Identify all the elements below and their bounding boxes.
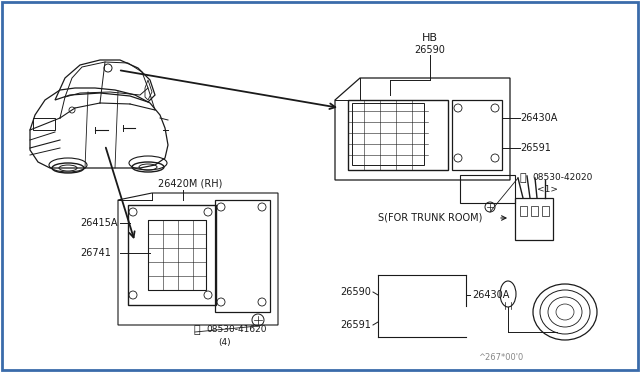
Bar: [531, 206, 538, 216]
Bar: [452, 100, 502, 170]
Text: 26741: 26741: [80, 248, 111, 258]
Bar: [520, 206, 527, 216]
Bar: [128, 205, 216, 305]
Text: 26415A: 26415A: [80, 218, 118, 228]
Bar: [215, 200, 270, 312]
Text: 26591: 26591: [340, 320, 371, 330]
Text: <1>: <1>: [537, 186, 558, 195]
Text: 26420M (RH): 26420M (RH): [158, 178, 222, 188]
Text: 26430A: 26430A: [472, 290, 509, 300]
Bar: [460, 175, 515, 203]
Bar: [148, 220, 206, 290]
Bar: [33, 118, 55, 130]
Text: (4): (4): [218, 337, 230, 346]
Text: 26590: 26590: [340, 287, 371, 297]
Text: 26430A: 26430A: [520, 113, 557, 123]
Text: HB: HB: [422, 33, 438, 43]
Bar: [542, 206, 549, 216]
Bar: [515, 198, 553, 240]
Text: 08530-42020: 08530-42020: [532, 173, 593, 183]
Text: 08530-41620: 08530-41620: [206, 326, 266, 334]
Text: ^267*00'0: ^267*00'0: [478, 353, 524, 362]
Text: S(FOR TRUNK ROOM): S(FOR TRUNK ROOM): [378, 213, 483, 223]
Text: Ⓢ: Ⓢ: [194, 325, 200, 335]
Bar: [352, 103, 424, 165]
Text: 26590: 26590: [415, 45, 445, 55]
Text: Ⓢ: Ⓢ: [520, 173, 527, 183]
Text: 26591: 26591: [520, 143, 551, 153]
Bar: [348, 100, 448, 170]
